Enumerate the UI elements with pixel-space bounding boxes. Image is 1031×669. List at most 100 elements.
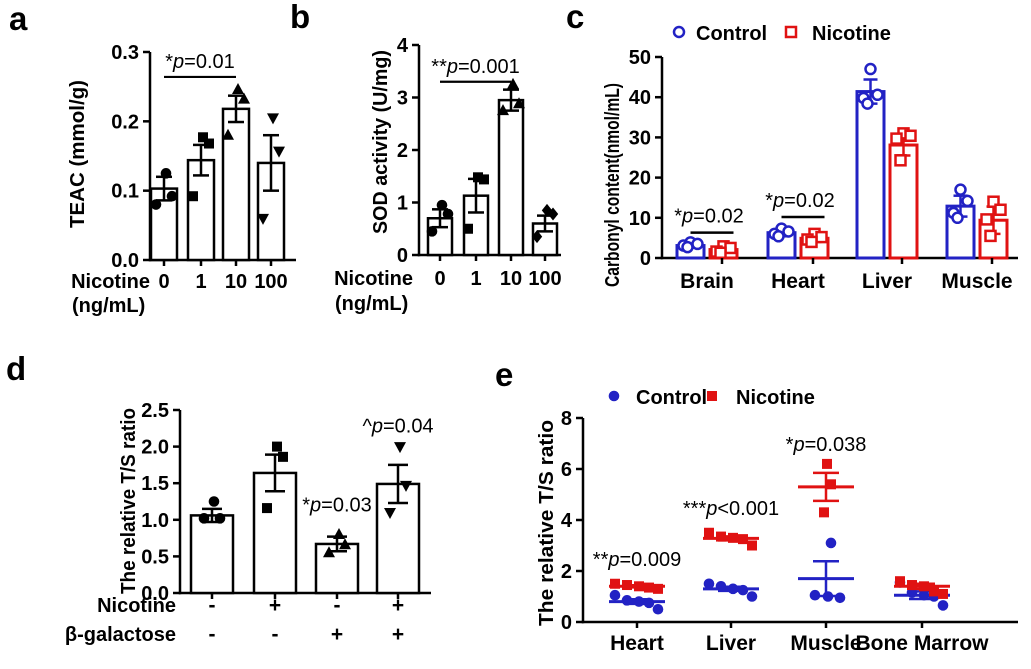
circle-marker — [918, 589, 930, 601]
panel-a-x-axis-title: Nicotine — [71, 271, 150, 293]
panel-d-points-3 — [384, 442, 412, 519]
legend-marker-nicotine — [784, 25, 798, 39]
panel-a-y-tick-label: 0.2 — [111, 111, 139, 133]
triangle-up-marker — [333, 527, 345, 539]
panel-a-sig-text: *p=0.01 — [165, 51, 235, 73]
panel-d-y-tick-label: 1.5 — [141, 473, 169, 495]
triangle-down-marker — [267, 113, 279, 125]
square-marker — [994, 203, 1007, 217]
circle-marker — [633, 596, 645, 607]
panel-b-sig-text: **p=0.001 — [431, 56, 519, 78]
panel-b-x-tick-label: 10 — [500, 268, 522, 290]
triangle-up-marker — [339, 538, 351, 550]
square-marker — [716, 531, 726, 542]
panel-c-nicotine-points-0 — [710, 240, 737, 260]
panel-d-row-value: + — [331, 623, 343, 646]
panel-a-x-tick-label: 1 — [195, 271, 206, 293]
panel-b-y-tick-label: 0 — [397, 245, 408, 267]
square-marker — [204, 138, 214, 149]
panel-a-points-3 — [257, 113, 285, 225]
panel-d-points-1 — [262, 441, 288, 514]
panel-c-nicotine-points-1 — [801, 227, 828, 249]
panel-c-sig-text: *p=0.02 — [674, 206, 744, 228]
circle-marker — [961, 194, 974, 208]
panel-e-control-group-1 — [703, 578, 759, 602]
panel-d-bar-1 — [252, 471, 298, 595]
diamond-marker — [547, 207, 559, 221]
panel-b-y-tick-label: 1 — [397, 193, 408, 215]
square-marker — [610, 578, 620, 589]
square-marker — [822, 458, 832, 469]
panel-c-control-points-0 — [677, 236, 704, 254]
panel-e-y-tick-label: 6 — [561, 459, 572, 481]
legend-label-control: Control — [636, 387, 707, 409]
square-marker — [895, 576, 905, 587]
panel-a-y-axis-title: TEAC (mmol/g) — [67, 80, 89, 228]
circle-marker — [426, 226, 438, 237]
panel-d-row-value: + — [269, 594, 281, 617]
panel-d-annotation: *p=0.03 — [302, 495, 372, 517]
panel-e-annotation: ***p<0.001 — [683, 498, 779, 520]
triangle-down-marker — [394, 442, 406, 454]
panel-e-annotation: *p=0.038 — [786, 434, 867, 456]
panel-d-y-tick-label: 0.5 — [141, 546, 169, 568]
panel-a-y-tick-label: 0.0 — [111, 250, 139, 272]
legend-label-control: Control — [696, 23, 767, 45]
triangle-down-marker — [384, 507, 396, 519]
square-marker — [980, 213, 993, 226]
panel-d-y-tick-label: 2.0 — [141, 437, 169, 459]
square-marker — [826, 479, 836, 490]
circle-marker — [652, 603, 664, 615]
panel-e-y-tick-label: 0 — [561, 612, 572, 634]
panel-b-x-tick-label: 1 — [470, 268, 481, 290]
square-marker — [198, 132, 208, 143]
panel-c-control-points-1 — [768, 222, 795, 243]
panel-d-row-title-1: β-galactose — [65, 624, 176, 646]
circle-marker — [715, 581, 727, 592]
panel-d-points-2 — [323, 527, 351, 558]
panel-a-x-tick-label: 100 — [254, 271, 287, 293]
panel-b-x-axis-unit: (ng/mL) — [335, 293, 408, 315]
panel-d-row-value: - — [334, 594, 341, 617]
panel-e-y-tick-label: 8 — [561, 408, 572, 430]
circle-marker — [954, 183, 967, 196]
panel-d-errorbar-3 — [388, 463, 408, 505]
panel-d-points-0 — [198, 496, 226, 524]
square-marker — [653, 583, 663, 594]
square-marker — [919, 581, 929, 592]
panel-d-y-tick-label: 0.0 — [141, 583, 169, 605]
square-marker — [987, 195, 1000, 208]
panel-c-x-tick-label: Heart — [771, 270, 825, 293]
panel-b-letter: b — [290, 0, 311, 35]
panel-e-y-tick-label: 2 — [561, 561, 572, 583]
panel-b-y-tick-label: 4 — [397, 35, 409, 57]
panel-d-row-value: + — [392, 623, 404, 646]
square-marker — [984, 229, 997, 243]
circle-marker — [160, 168, 172, 179]
panel-e-y-tick-label: 4 — [561, 510, 573, 532]
square-marker — [622, 580, 632, 591]
panel-e-x-tick-label: Bone Marrow — [855, 632, 989, 655]
panel-a: 0.0 0.1 0.2 0.3 TEAC (mmol/g) 0 1 10 100 Nicotine… — [67, 42, 296, 317]
panel-b-points-3 — [531, 203, 559, 244]
square-marker — [728, 532, 738, 543]
circle-marker — [214, 513, 226, 524]
panel-b-points-1 — [463, 172, 489, 234]
panel-a-y-tick-label: 0.3 — [111, 42, 139, 64]
panel-a-errorbar-3 — [263, 133, 279, 192]
square-marker — [907, 580, 917, 591]
panel-d-letter: d — [6, 350, 27, 387]
panel-c-y-tick-label: 50 — [629, 47, 651, 69]
triangle-up-marker — [238, 92, 250, 104]
circle-marker — [834, 592, 846, 604]
panel-a-points-1 — [188, 132, 214, 202]
panel-a-points-0 — [150, 168, 178, 210]
circle-marker — [609, 589, 621, 601]
panel-d-y-tick-label: 2.5 — [141, 400, 169, 422]
panel-c-letter: c — [566, 0, 585, 35]
square-marker — [938, 588, 948, 599]
